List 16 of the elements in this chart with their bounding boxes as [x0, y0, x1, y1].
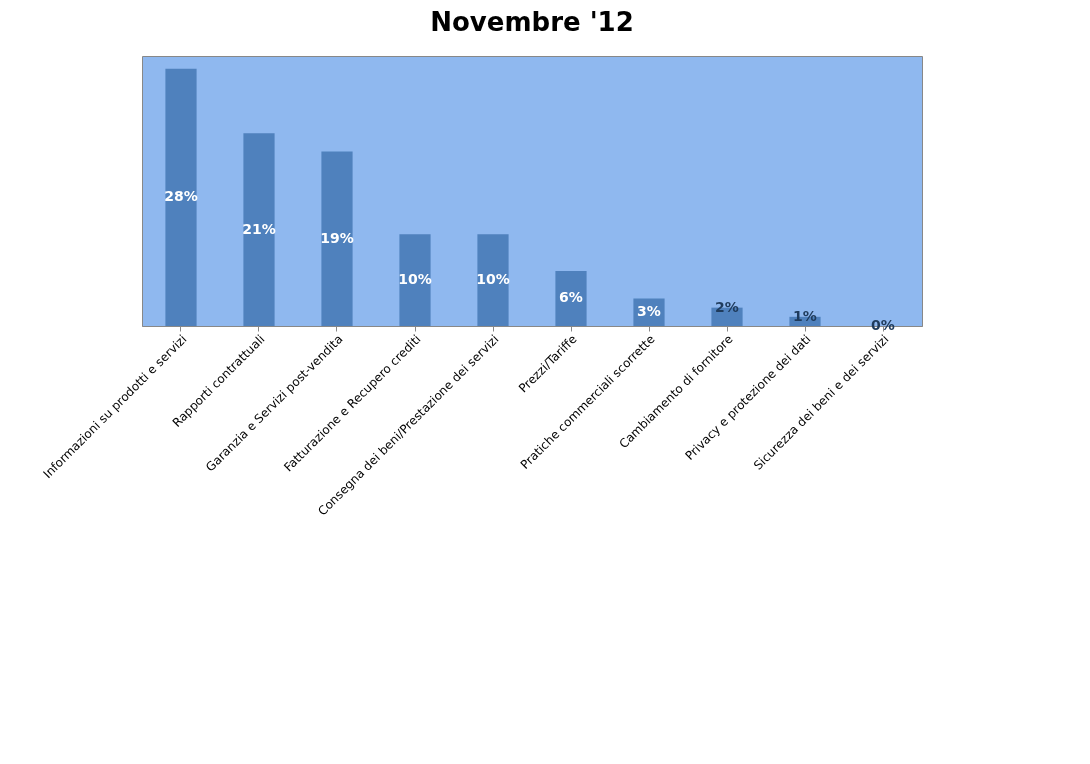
chart-title: Novembre '12	[430, 7, 634, 37]
data-label: 28%	[164, 188, 198, 205]
data-label: 19%	[320, 229, 354, 246]
bar	[243, 133, 275, 326]
bar	[165, 68, 197, 326]
data-label: 6%	[559, 289, 583, 306]
data-label: 10%	[476, 271, 510, 288]
data-label: 21%	[242, 220, 276, 237]
bar	[555, 270, 587, 326]
data-label: 1%	[793, 307, 817, 324]
bar	[477, 234, 509, 326]
data-label: 10%	[398, 271, 432, 288]
bar	[321, 151, 353, 326]
data-label: 2%	[715, 298, 739, 315]
data-label: 3%	[637, 303, 661, 320]
bar	[399, 234, 431, 326]
